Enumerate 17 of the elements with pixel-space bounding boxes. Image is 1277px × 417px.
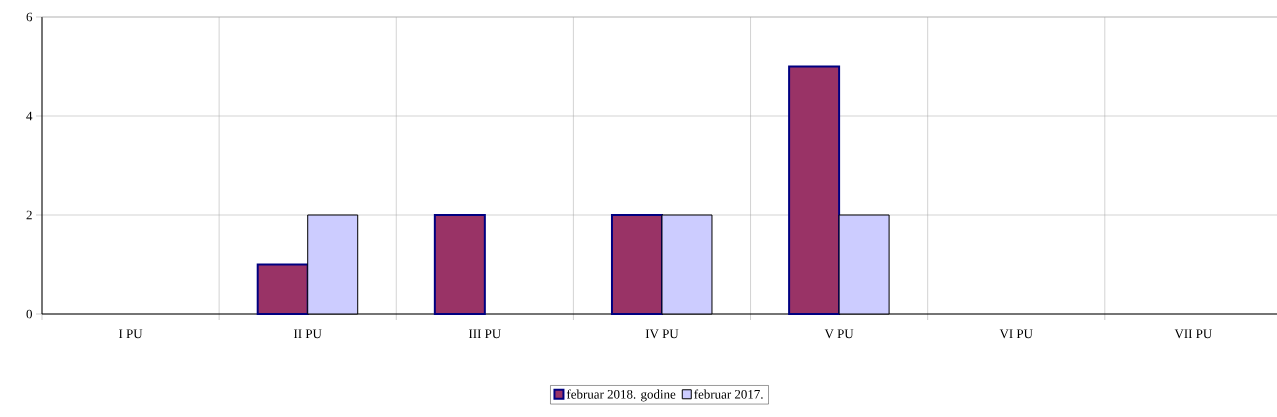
x-tick-label: VII PU [1174, 329, 1212, 339]
x-tick-label: VI PU [999, 329, 1033, 339]
y-tick-label: 6 [26, 12, 33, 22]
y-tick-label: 2 [26, 210, 32, 220]
bar [256, 263, 309, 315]
x-tick-label: IV PU [645, 329, 679, 339]
x-tick-label: V PU [824, 329, 854, 339]
x-tick-label: III PU [468, 329, 501, 339]
bar [610, 214, 663, 315]
x-tick-label: II PU [293, 329, 322, 339]
y-tick-label: 0 [26, 309, 32, 319]
legend-label: februar 2018. godine [566, 389, 676, 402]
bar [433, 214, 486, 315]
y-tick-label: 4 [26, 111, 33, 121]
x-tick-label: I PU [118, 329, 143, 339]
bar [788, 65, 841, 315]
legend-label: februar 2017. [694, 389, 763, 399]
